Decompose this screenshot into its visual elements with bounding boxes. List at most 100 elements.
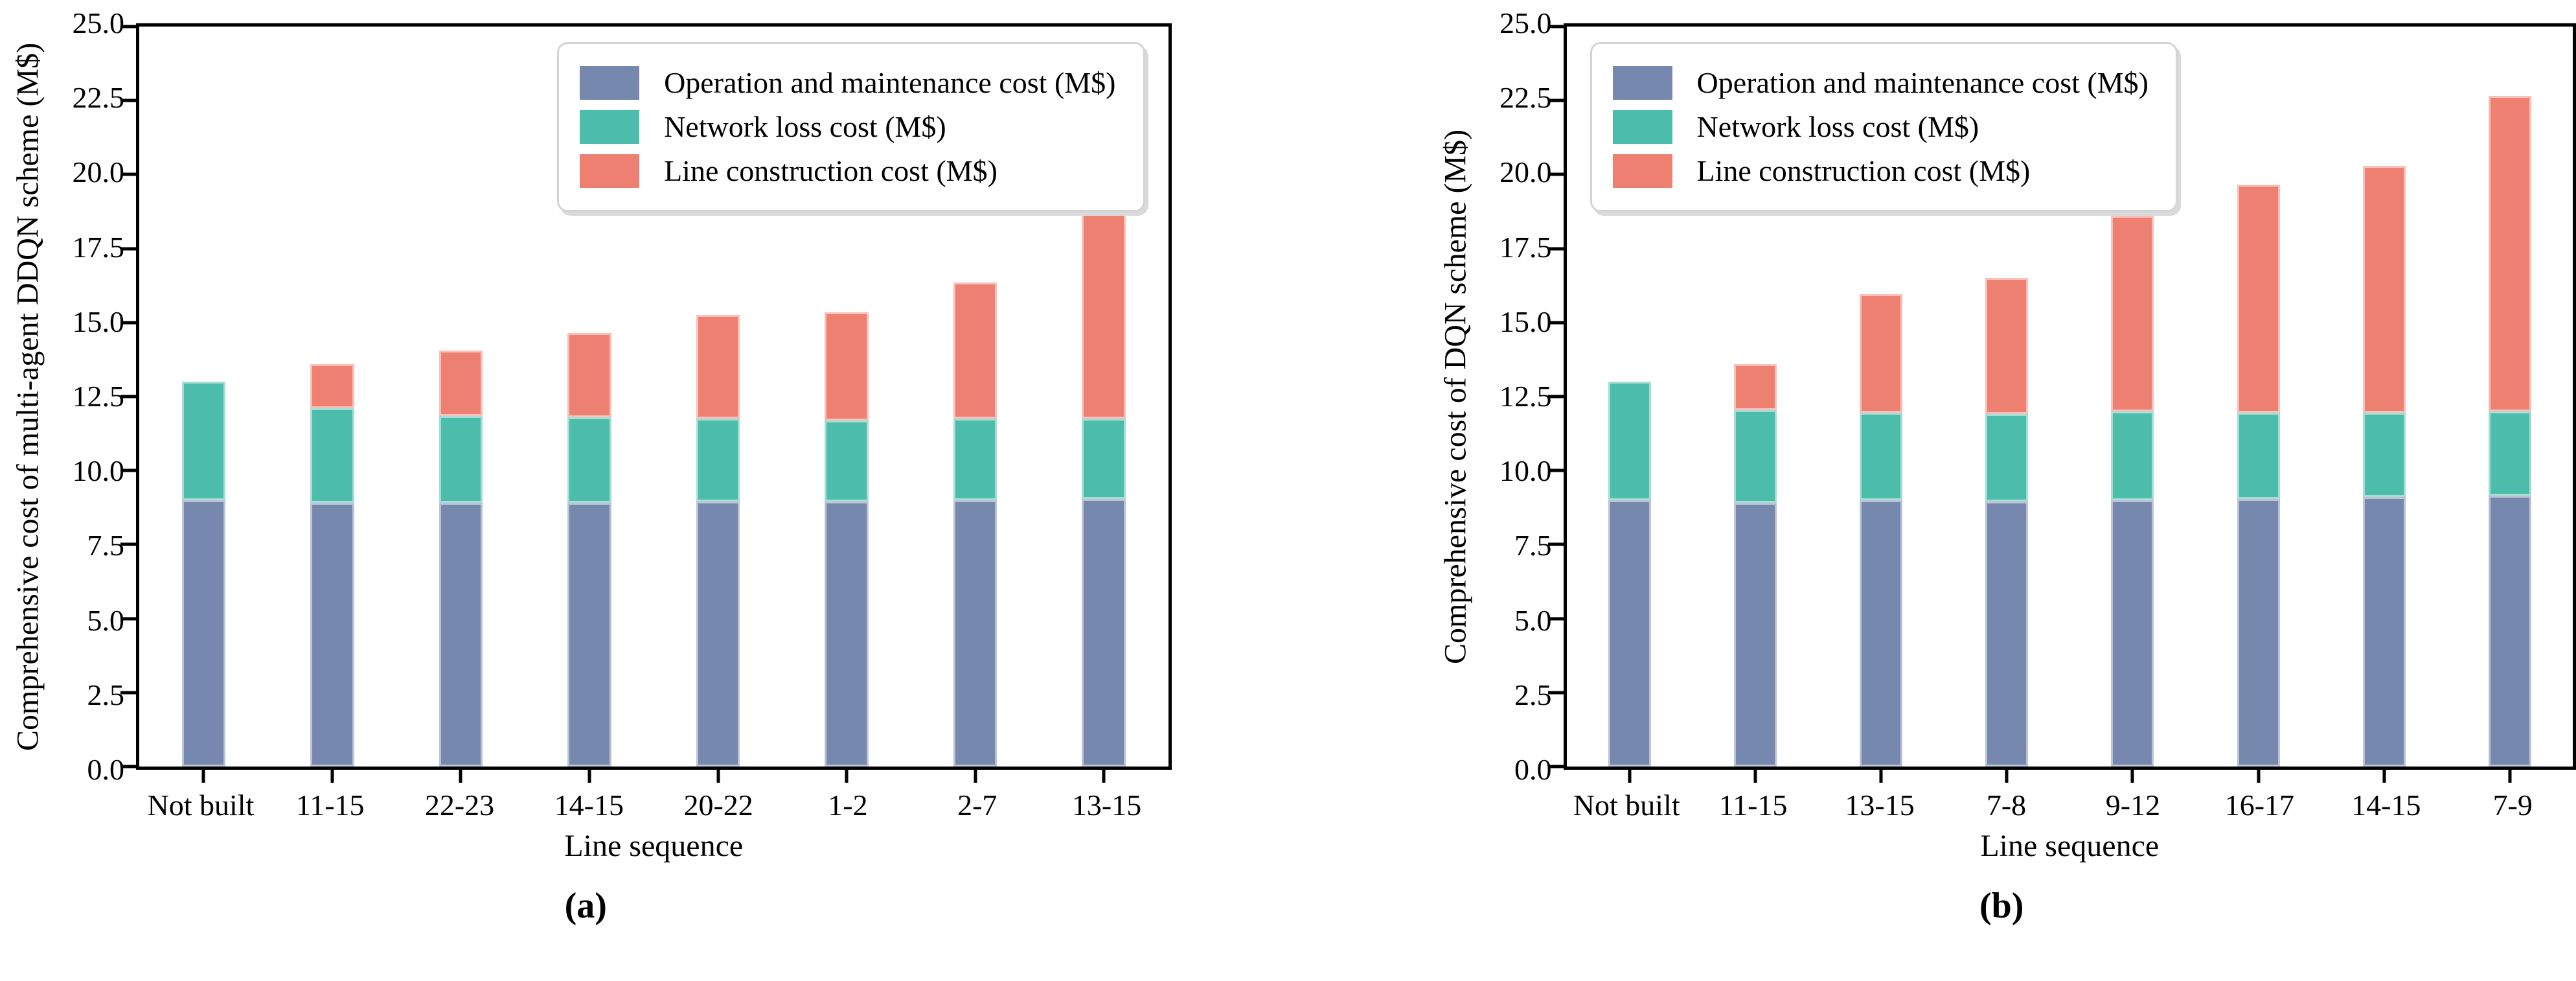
y-tick-label: 10.0 (1499, 454, 1552, 488)
bar-segment (567, 503, 611, 767)
y-tick-mark (120, 98, 136, 102)
bar-segment (2237, 185, 2280, 413)
y-tick-label: 12.5 (1499, 380, 1552, 413)
bar-segment (2237, 498, 2280, 767)
bar-segment (1082, 211, 1126, 419)
bar-segment (439, 503, 483, 767)
x-tick-label: 1-2 (828, 789, 868, 822)
chart-b-ytick-labels: 0.0 2.5 5.0 7.5 10.0 12.5 15.0 17.5 20.0 22.5 25.0 (1483, 8, 1564, 785)
legend-swatch (1612, 110, 1672, 144)
chart-b-area: Comprehensive cost of DQN scheme (M$) 0.… (1428, 0, 2576, 785)
chart-b-caption: (b) (1979, 886, 2024, 926)
x-tick-label: 13-15 (1845, 789, 1915, 822)
chart-b-plot-inner (1547, 25, 2573, 783)
chart-a-xticks-row: Not built 11-15 22-23 14-15 20-22 1-2 2-7 13-15 (0, 770, 1172, 820)
stacked-bar-7-8 (1985, 27, 2029, 767)
y-tick-label: 25.0 (1499, 6, 1552, 40)
legend-row: Line construction cost (M$) (1612, 154, 2149, 188)
y-tick-label: 0.0 (87, 753, 125, 786)
x-tick-label: 9-12 (2105, 789, 2161, 822)
legend-label: Operation and maintenance cost (M$) (1696, 65, 2149, 99)
x-tick-label: 13-15 (1071, 789, 1142, 822)
x-tick-mark (2508, 770, 2512, 783)
bar-segment (696, 315, 740, 419)
x-tick-mark (1102, 770, 1106, 783)
x-tick-label: 14-15 (554, 789, 624, 822)
bar-segment (953, 283, 997, 419)
x-tick-mark (459, 770, 462, 783)
chart-b-x-tick-labels: Not built 11-15 13-15 7-8 9-12 16-17 14-15 7-9 (1564, 770, 2576, 820)
y-tick-mark (120, 765, 136, 768)
stacked-bar-Not built (181, 27, 226, 767)
legend-label: Line construction cost (M$) (664, 154, 997, 187)
legend-swatch (580, 154, 640, 188)
x-tick-mark (845, 770, 849, 783)
y-tick-mark (120, 617, 136, 621)
bar-segment (1733, 503, 1777, 767)
y-tick-label: 7.5 (87, 529, 125, 562)
bar-segment (439, 415, 483, 503)
bar-segment (310, 364, 354, 409)
bar-segment (310, 503, 354, 767)
bar-segment (1985, 278, 2029, 415)
chart-a-ylabel-col: Comprehensive cost of multi-agent DDQN s… (0, 23, 56, 770)
chart-a-x-tick-labels: Not built 11-15 22-23 14-15 20-22 1-2 2-7 13-15 (136, 770, 1172, 820)
y-tick-mark (1547, 468, 1564, 472)
legend-swatch (1612, 66, 1672, 100)
legend-swatch (580, 110, 640, 144)
stacked-bar-1-2 (825, 27, 869, 767)
chart-a-legend: Operation and maintenance cost (M$) Netwo… (557, 42, 1145, 212)
y-tick-mark (1547, 617, 1564, 621)
stacked-bar-20-22 (696, 27, 740, 767)
x-tick-mark (974, 770, 977, 783)
x-tick-mark (587, 770, 591, 783)
x-tick-mark (2005, 770, 2009, 783)
bar-segment (181, 382, 226, 500)
y-tick-mark (1547, 765, 1564, 768)
y-tick-label: 20.0 (1499, 156, 1552, 189)
x-tick-mark (716, 770, 720, 783)
y-tick-label: 7.5 (1514, 529, 1552, 562)
chart-a-y-axis-label: Comprehensive cost of multi-agent DDQN s… (10, 42, 45, 751)
bar-segment (1985, 414, 2029, 502)
y-tick-label: 5.0 (87, 603, 125, 637)
x-tick-label: 22-23 (424, 789, 495, 822)
panel-a: Comprehensive cost of multi-agent DDQN s… (0, 8, 1172, 924)
x-tick-label: Not built (147, 789, 255, 822)
bar-segment (2488, 411, 2531, 496)
x-tick-mark (2382, 770, 2386, 783)
y-tick-label: 22.5 (1499, 81, 1552, 115)
y-tick-mark (120, 691, 136, 695)
x-tick-mark (2257, 770, 2261, 783)
bar-segment (2362, 413, 2406, 498)
x-tick-label: 20-22 (683, 789, 753, 822)
y-tick-label: 2.5 (87, 678, 125, 711)
bar-segment (1733, 364, 1777, 410)
stacked-bar-11-15 (1733, 27, 1777, 767)
y-tick-mark (1547, 247, 1564, 251)
bar-segment (2362, 497, 2406, 767)
x-tick-label: 7-9 (2492, 789, 2533, 822)
y-tick-mark (120, 172, 136, 176)
bar-segment (953, 419, 997, 500)
chart-b-plot: Operation and maintenance cost (M$) Netwo… (1547, 23, 2576, 783)
chart-b-x-axis-label: Line sequence (1980, 829, 2160, 863)
stacked-bar-Not built (1608, 27, 1651, 767)
x-tick-label: 7-8 (1986, 789, 2027, 822)
legend-label: Operation and maintenance cost (M$) (664, 65, 1116, 99)
bar-segment (2111, 500, 2154, 767)
bar-segment (1082, 498, 1126, 767)
chart-b-y-axis-label: Comprehensive cost of DQN scheme (M$) (1438, 129, 1472, 664)
legend-row: Operation and maintenance cost (M$) (1612, 65, 2149, 100)
legend-row: Network loss cost (M$) (580, 110, 1115, 144)
y-tick-mark (1547, 321, 1564, 325)
bar-segment (439, 351, 483, 416)
x-tick-label: 11-15 (1718, 789, 1788, 822)
legend-swatch (580, 66, 640, 100)
x-tick-label: 16-17 (2224, 789, 2295, 822)
y-tick-label: 17.5 (72, 230, 125, 264)
bar-segment (2488, 96, 2531, 411)
legend-label: Network loss cost (M$) (1696, 110, 1979, 143)
bar-segment (181, 500, 226, 767)
stacked-bar-22-23 (439, 27, 483, 767)
